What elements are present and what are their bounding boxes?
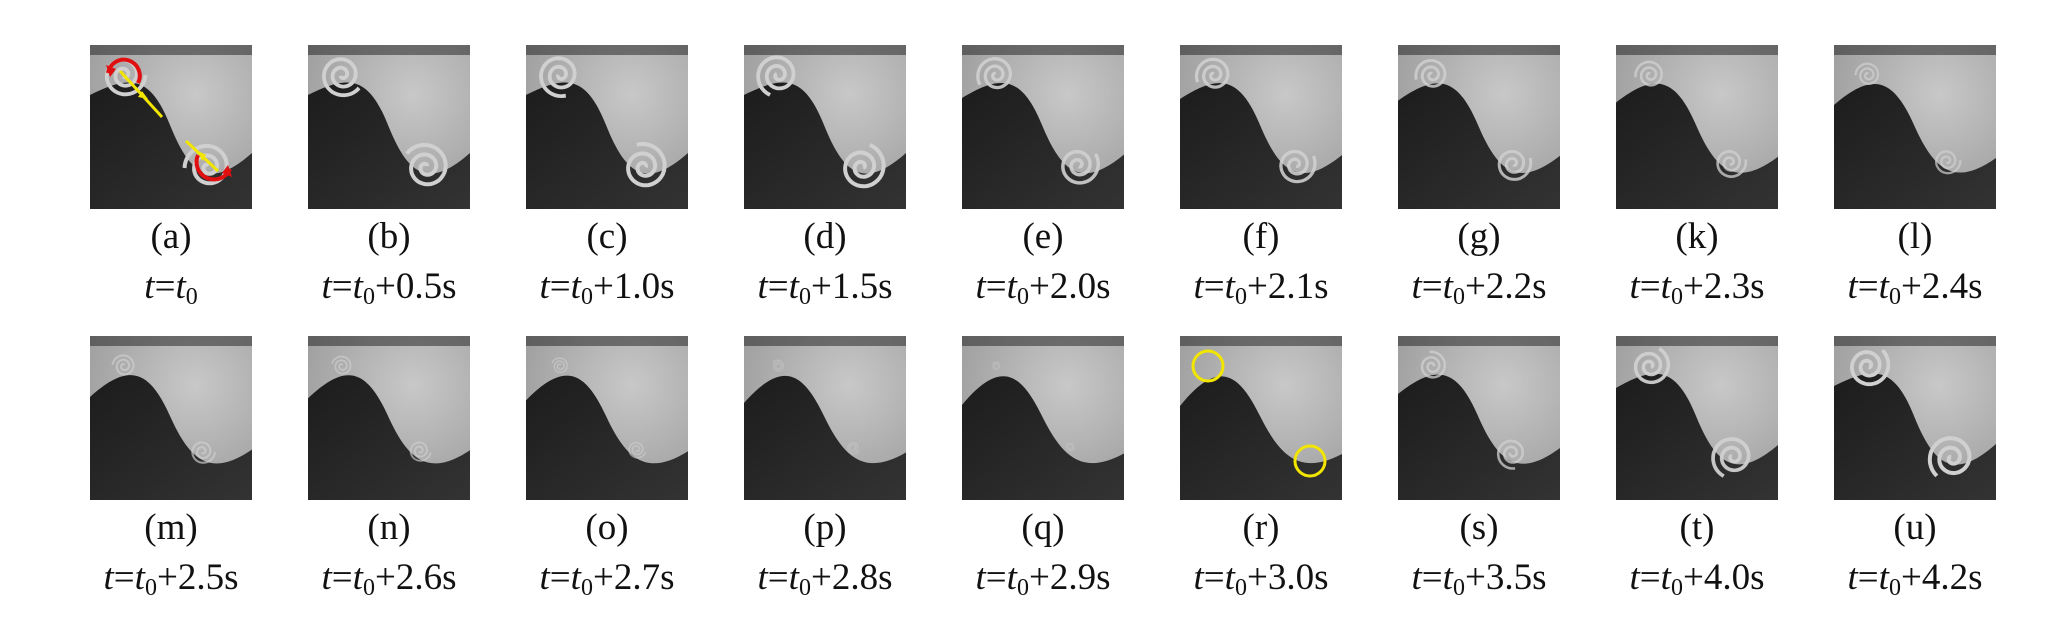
panel-time: t=t0+2.5s: [103, 557, 239, 601]
flow-image: [308, 45, 470, 209]
panel-label: (f): [1242, 216, 1280, 257]
panel-time: t=t0+2.6s: [321, 557, 457, 601]
flow-image: [1180, 45, 1342, 209]
panel-label: (s): [1459, 507, 1499, 548]
panel-time: t=t0+1.5s: [757, 266, 893, 310]
panel-label: (k): [1675, 216, 1719, 257]
panel-label: (o): [585, 507, 629, 548]
panel-label: (m): [144, 507, 198, 548]
flow-image: [1616, 336, 1778, 500]
flow-image: [90, 336, 252, 500]
panel-time: t=t0+2.7s: [539, 557, 675, 601]
flow-image: [744, 336, 906, 500]
panel-label: (n): [367, 507, 411, 548]
flow-image: [1180, 336, 1342, 500]
flow-image: [1398, 336, 1560, 500]
flow-image: [90, 45, 252, 209]
flow-image: [962, 45, 1124, 209]
panel-time: t=t0+3.5s: [1411, 557, 1547, 601]
panel-time: t=t0+2.0s: [975, 266, 1111, 310]
panel-label: (r): [1242, 507, 1280, 548]
panel-time: t=t0+4.0s: [1629, 557, 1765, 601]
panel-label: (c): [586, 216, 628, 257]
panel-time: t=t0+3.0s: [1193, 557, 1329, 601]
flow-image: [526, 336, 688, 500]
panel-time: t=t0+2.2s: [1411, 266, 1547, 310]
panel-label: (u): [1893, 507, 1937, 548]
flow-image: [526, 45, 688, 209]
flow-image: [1616, 45, 1778, 209]
panel-label: (p): [803, 507, 847, 548]
panel-time: t=t0+0.5s: [321, 266, 457, 310]
flow-image: [1834, 45, 1996, 209]
panel-time: t=t0+2.9s: [975, 557, 1111, 601]
panel-time: t=t0+1.0s: [539, 266, 675, 310]
flow-image: [962, 336, 1124, 500]
panel-label: (d): [803, 216, 847, 257]
panel-label: (l): [1897, 216, 1933, 257]
panel-time: t=t0+4.2s: [1847, 557, 1983, 601]
panel-label: (q): [1021, 507, 1065, 548]
flow-image: [744, 45, 906, 209]
panel-time: t=t0: [144, 266, 198, 310]
panel-label: (t): [1679, 507, 1715, 548]
panel-time: t=t0+2.4s: [1847, 266, 1983, 310]
flow-image: [1834, 336, 1996, 500]
panel-label: (b): [367, 216, 411, 257]
flow-image: [308, 336, 470, 500]
panel-time: t=t0+2.3s: [1629, 266, 1765, 310]
panel-label: (g): [1457, 216, 1501, 257]
panel-time: t=t0+2.8s: [757, 557, 893, 601]
flow-image: [1398, 45, 1560, 209]
panel-time: t=t0+2.1s: [1193, 266, 1329, 310]
panel-label: (a): [150, 216, 192, 257]
panel-label: (e): [1022, 216, 1064, 257]
